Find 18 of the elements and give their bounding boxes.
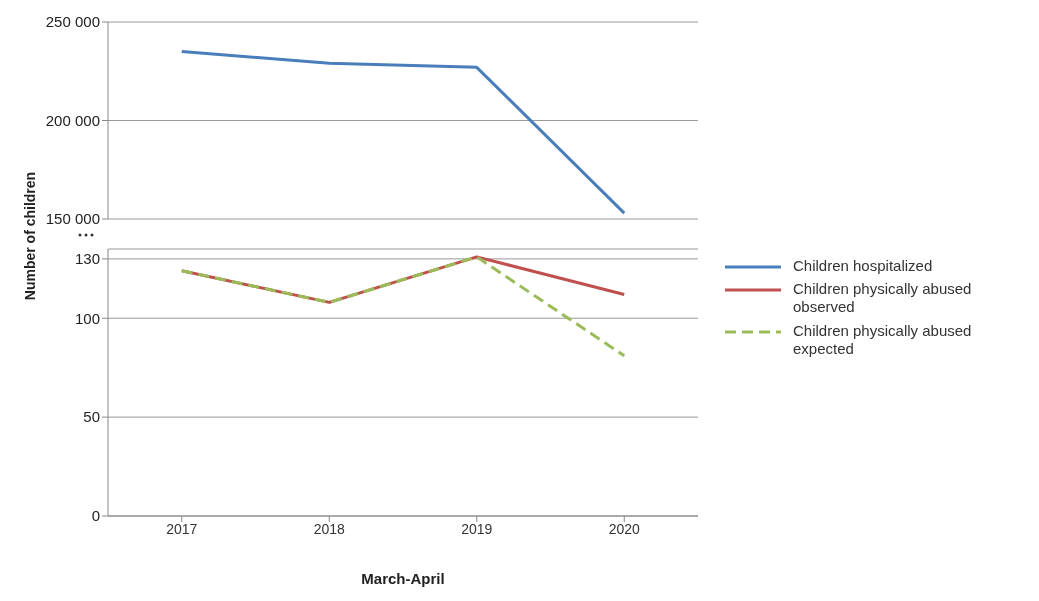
x-tick-label: 2020 [608, 520, 641, 537]
y-tick-label: 0 [91, 507, 100, 525]
legend-label: Children physically abused expected [793, 322, 973, 358]
y-tick-label: 50 [83, 408, 100, 426]
legend-label: Children physically abused observed [793, 280, 973, 316]
x-tick-label: 2018 [313, 520, 346, 537]
line-series [180, 50, 626, 215]
y-tick-label: 100 [74, 309, 100, 327]
x-tick-label: 2017 [166, 520, 198, 537]
x-tick-label: 2019 [461, 520, 493, 537]
y-tick-label: 250 000 [45, 13, 100, 31]
y-tick-label: 150 000 [45, 210, 100, 228]
y-axis-title: Number of children [22, 170, 38, 303]
legend-label: Children hospitalized [793, 257, 934, 275]
line-series [180, 255, 626, 358]
y-tick-label: 200 000 [45, 111, 100, 129]
x-axis-title: March-April [360, 570, 446, 587]
y-tick-label: 130 [74, 250, 100, 268]
